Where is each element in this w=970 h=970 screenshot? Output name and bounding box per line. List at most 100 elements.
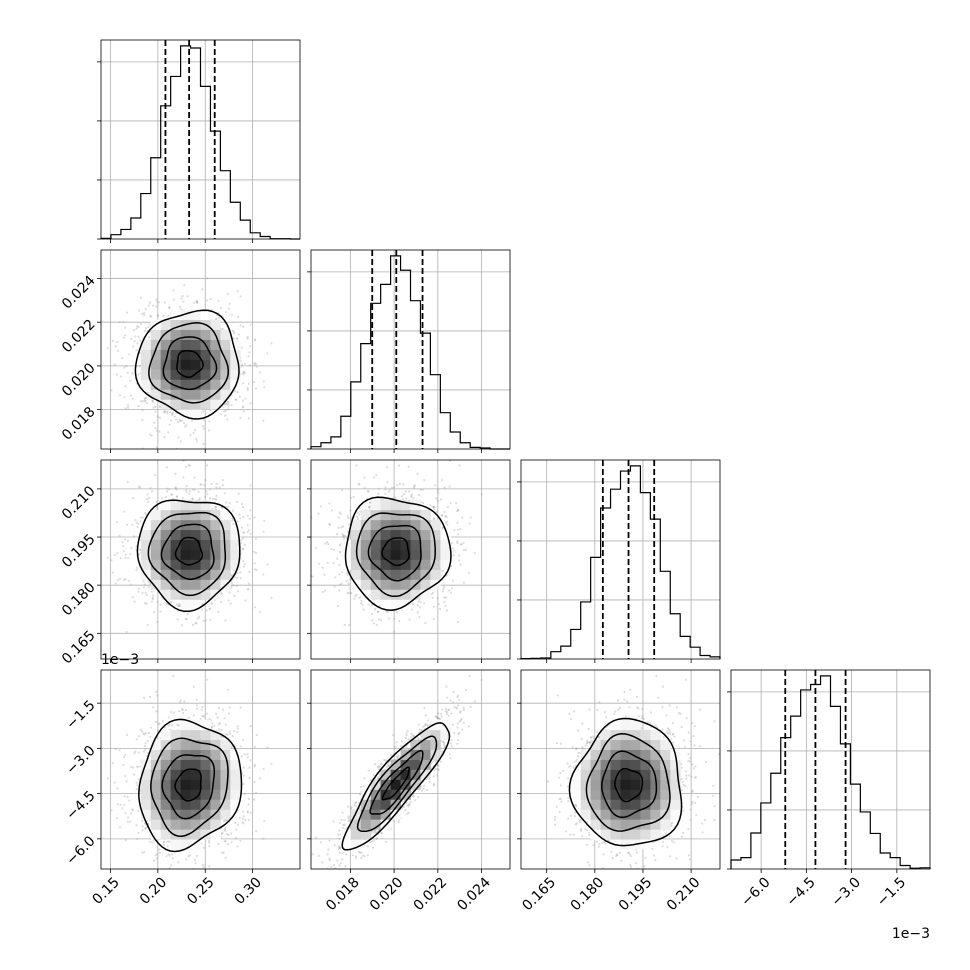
scatter-point — [446, 523, 449, 526]
scatter-point — [217, 316, 220, 319]
contour-3 — [136, 499, 241, 613]
scatter-point — [237, 333, 240, 336]
scatter-point — [217, 299, 220, 302]
scatter-point — [445, 522, 448, 525]
scatter-point — [151, 590, 154, 593]
density-cell — [140, 539, 152, 550]
density-cell — [210, 369, 221, 380]
scatter-point — [198, 615, 201, 619]
scatter-point — [429, 504, 432, 507]
scatter-point — [143, 399, 146, 402]
scatter-point — [156, 600, 159, 603]
scatter-point — [210, 482, 213, 486]
scatter-point — [172, 289, 175, 292]
scatter-point — [192, 301, 196, 304]
scatter-point — [179, 440, 182, 443]
scatter-point — [248, 364, 251, 367]
scatter-point — [165, 466, 168, 469]
density-cell — [160, 529, 172, 540]
scatter-point — [255, 568, 258, 571]
scatter-point — [253, 338, 257, 341]
density-cell — [150, 329, 162, 340]
scatter-point — [133, 600, 136, 603]
density-cell — [180, 579, 191, 590]
scatter-point — [113, 553, 116, 557]
scatter-point — [410, 494, 413, 497]
density-cell — [210, 399, 221, 410]
density-cell — [150, 389, 162, 400]
scatter-point — [144, 397, 147, 400]
density-cell — [150, 579, 162, 590]
scatter-point — [151, 304, 155, 307]
scatter-point — [156, 415, 159, 418]
scatter-point — [246, 531, 249, 534]
scatter-point — [155, 446, 158, 449]
panel-content — [101, 250, 300, 449]
scatter-point — [122, 321, 125, 324]
scatter-point — [115, 373, 118, 376]
density-cell — [190, 349, 201, 360]
scatter-point — [219, 413, 222, 416]
scatter-point — [247, 382, 251, 385]
scatter-point — [224, 311, 228, 314]
scatter-point — [126, 404, 130, 407]
density-cell — [200, 389, 211, 400]
density-cell — [230, 529, 241, 540]
density-cell — [220, 349, 231, 360]
scatter-point — [444, 515, 447, 518]
scatter-point — [168, 306, 171, 310]
histogram-2 — [520, 465, 721, 660]
scatter-point — [170, 419, 173, 422]
scatter-point — [236, 500, 239, 504]
density-cell — [180, 389, 191, 400]
scatter-point — [233, 332, 236, 335]
density-cell — [170, 309, 181, 321]
gridlines — [760, 670, 898, 869]
scatter-point — [321, 566, 324, 569]
density-cell — [190, 579, 201, 590]
density-cell — [220, 339, 231, 350]
scatter-point — [175, 495, 178, 498]
scatter-point — [412, 486, 415, 489]
scatter-point — [181, 497, 184, 500]
scatter-point — [432, 618, 435, 621]
scatter-point — [149, 486, 152, 489]
scatter-point — [106, 556, 109, 559]
scatter-point — [176, 495, 179, 498]
scatter-point — [227, 599, 230, 602]
scatter-point — [270, 596, 273, 600]
contour-1 — [162, 336, 218, 391]
scatter-point — [367, 506, 371, 509]
scatter-point — [152, 406, 155, 409]
scatter-point — [437, 499, 440, 502]
scatter-point — [225, 501, 228, 504]
scatter-point — [177, 436, 180, 439]
scatter-point — [184, 617, 187, 621]
scatter-point — [141, 312, 144, 315]
scatter-point — [156, 429, 159, 432]
scatter-point — [156, 314, 160, 317]
scatter-point — [254, 537, 258, 540]
scatter-point — [270, 342, 273, 345]
scatter-point — [133, 329, 136, 332]
scatter-point — [214, 506, 217, 509]
scatter-point — [137, 326, 140, 329]
contours — [134, 309, 240, 420]
density-cell — [210, 529, 221, 540]
scatter-point — [137, 335, 140, 338]
scatter-point — [338, 589, 341, 592]
scatter-point — [136, 342, 139, 345]
scatter-point — [113, 363, 116, 366]
scatter-point — [147, 586, 150, 589]
scatter-point — [361, 603, 364, 607]
scatter-point — [368, 505, 371, 508]
scatter-point — [143, 602, 147, 605]
scatter-point — [226, 505, 229, 508]
scatter-point — [240, 346, 243, 349]
scatter-point — [355, 464, 358, 467]
scatter-point — [236, 391, 239, 394]
scatter-point — [232, 584, 235, 587]
scatter-point — [201, 608, 204, 611]
density-cell — [150, 379, 162, 390]
